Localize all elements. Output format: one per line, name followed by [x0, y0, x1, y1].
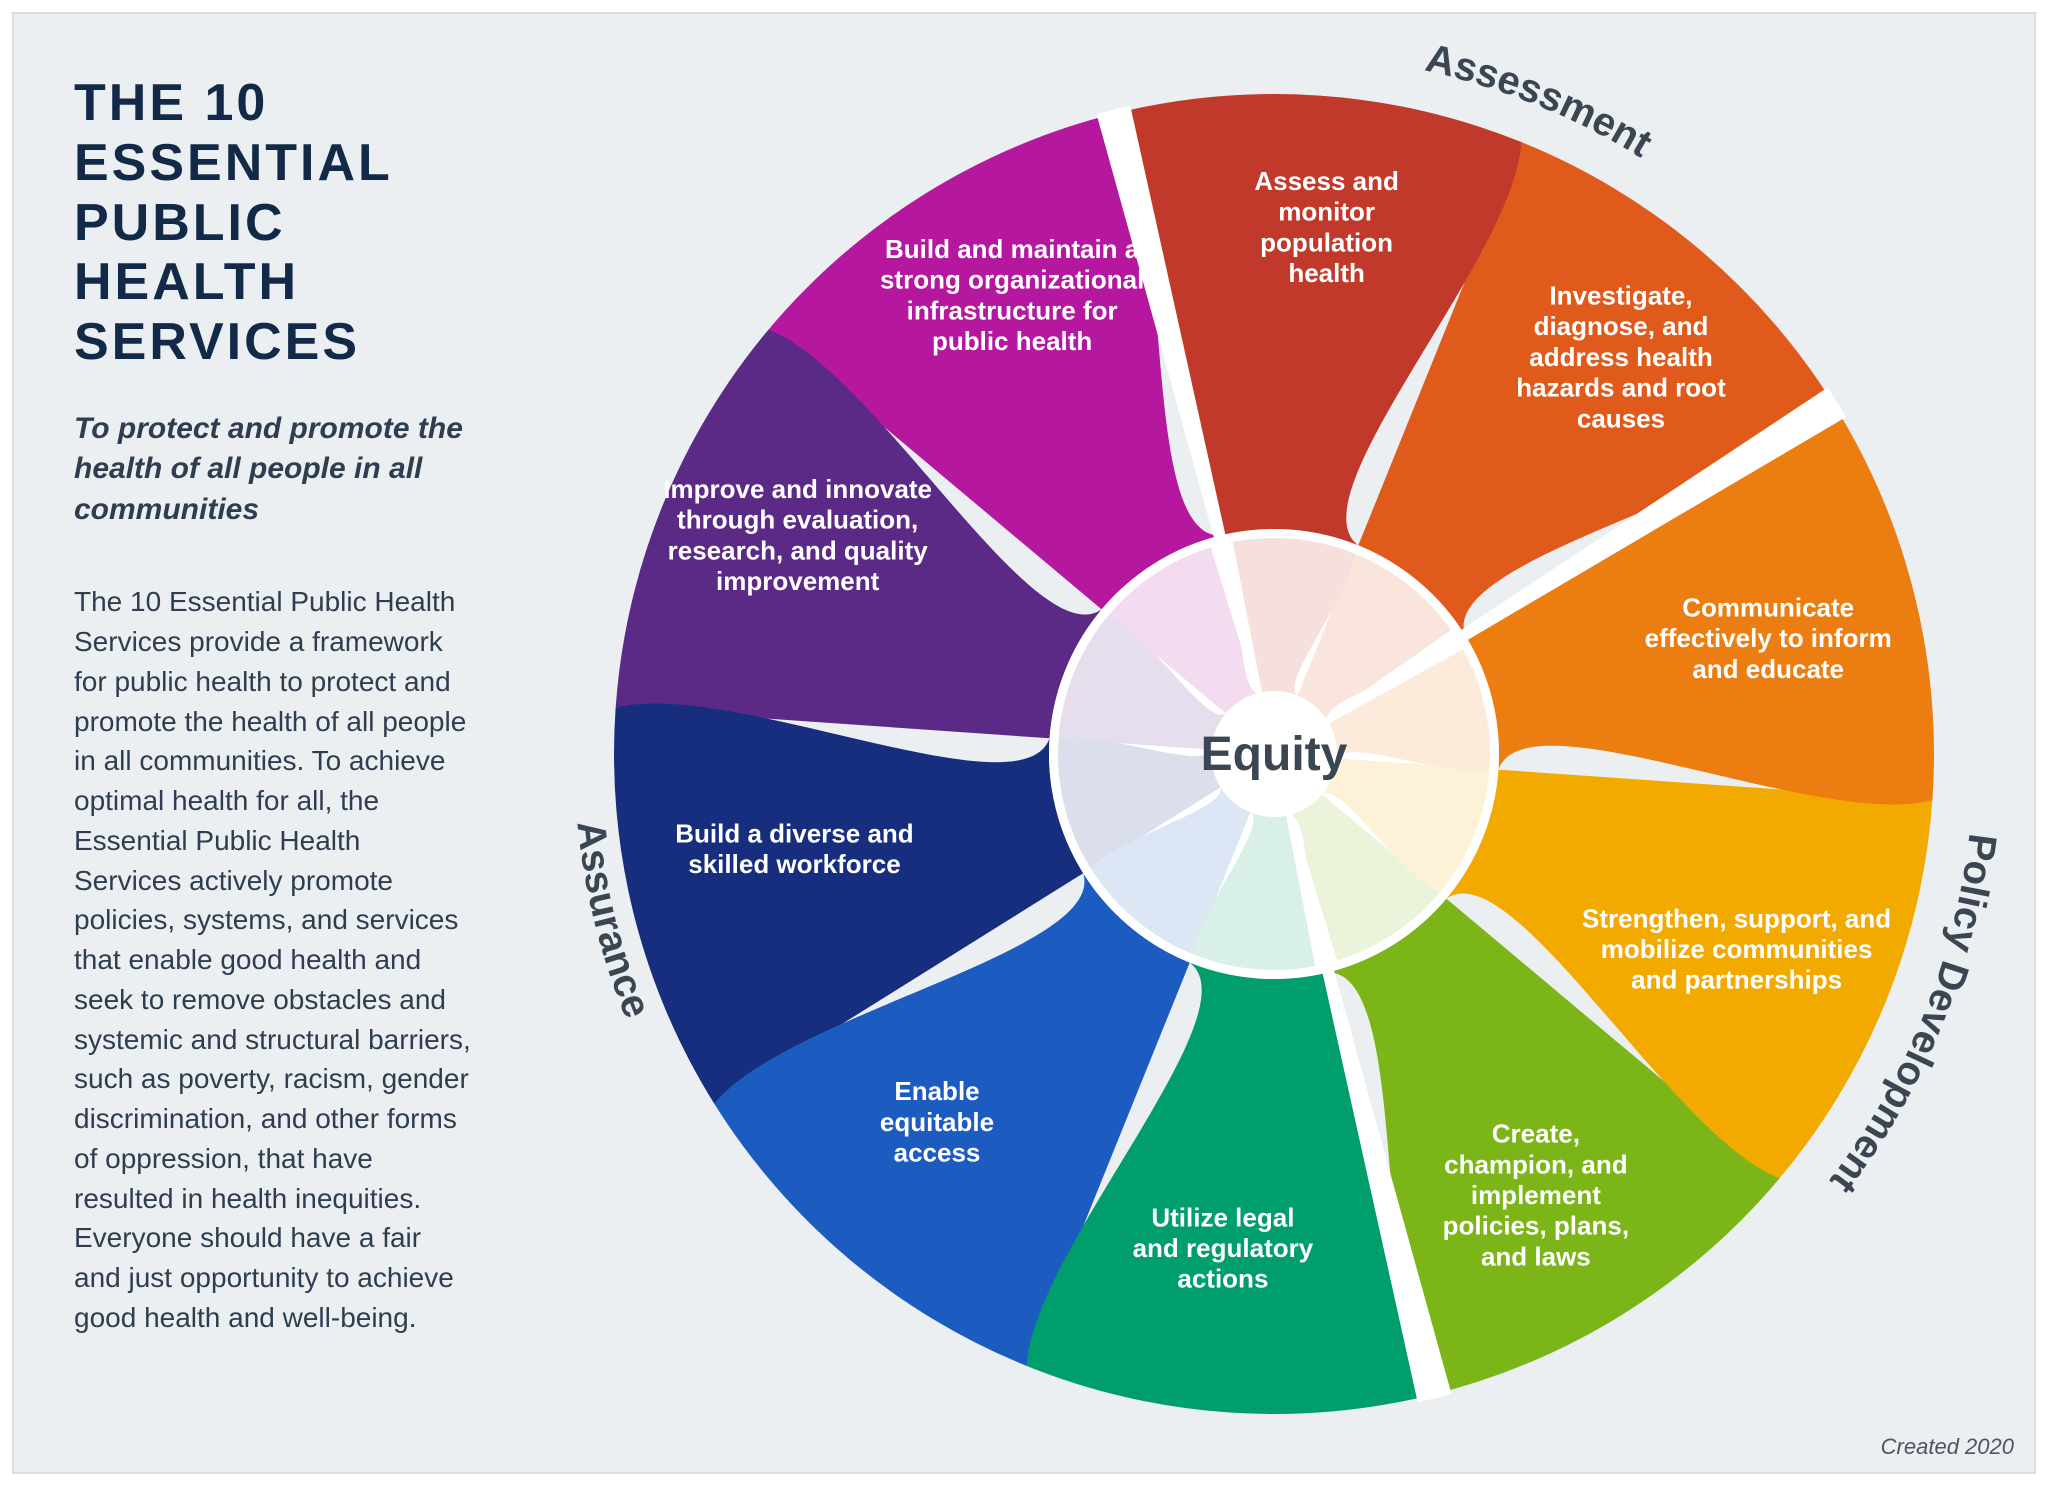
- page-subtitle: To protect and promote the health of all…: [74, 409, 474, 531]
- body-text: The 10 Essential Public Health Services …: [74, 582, 474, 1337]
- segment-label-6: Enableequitableaccess: [880, 1076, 994, 1167]
- credit-text: Created 2020: [1881, 1434, 2014, 1460]
- center-label: Equity: [1201, 728, 1348, 781]
- page-title: THE 10 ESSENTIAL PUBLIC HEALTH SERVICES: [74, 74, 474, 373]
- wheel-svg: EquityAssess andmonitorpopulationhealthI…: [494, 24, 2036, 1474]
- services-wheel: EquityAssess andmonitorpopulationhealthI…: [494, 24, 2036, 1474]
- infographic-frame: THE 10 ESSENTIAL PUBLIC HEALTH SERVICES …: [12, 12, 2036, 1474]
- text-column: THE 10 ESSENTIAL PUBLIC HEALTH SERVICES …: [74, 74, 474, 1366]
- segment-label-7: Build a diverse andskilled workforce: [675, 818, 913, 879]
